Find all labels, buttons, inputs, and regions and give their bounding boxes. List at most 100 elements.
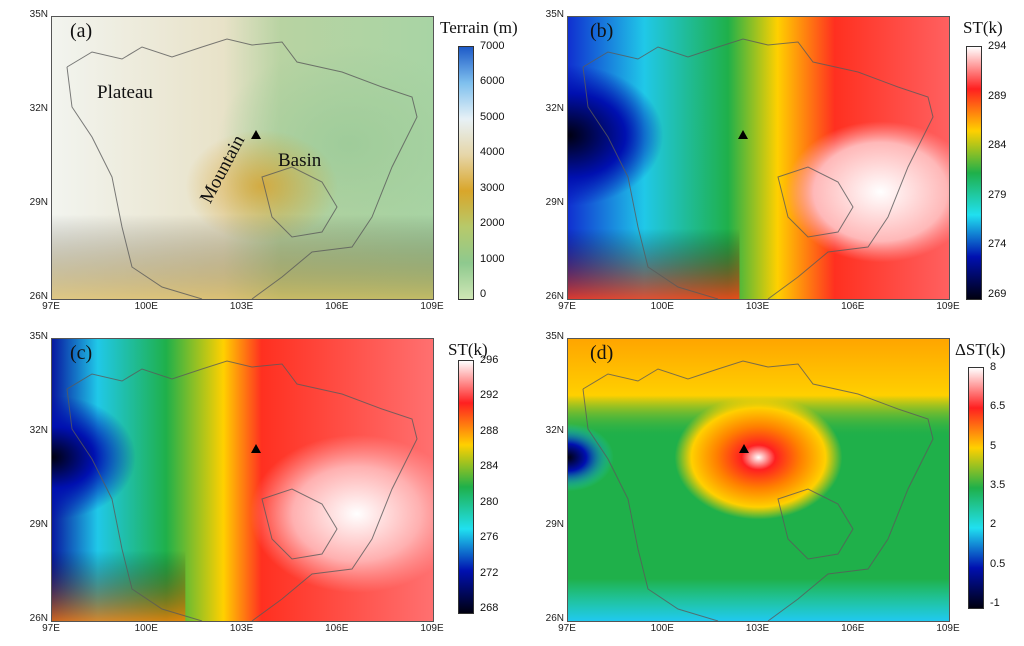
- longitude-tick: 100E: [650, 301, 674, 312]
- colorbar-label: 6000: [480, 75, 505, 88]
- colorbar-label: 292: [480, 389, 499, 402]
- province-boundary: [261, 488, 338, 560]
- colorbar-label: 5000: [480, 110, 505, 123]
- latitude-tick: 32N: [29, 425, 48, 436]
- latitude-tick: 29N: [545, 197, 564, 208]
- map-field: [52, 339, 433, 621]
- latitude-tick: 29N: [29, 197, 48, 208]
- latitude-tick: 26N: [545, 291, 564, 302]
- colorbar-label: 268: [480, 602, 499, 614]
- panel-letter: (c): [70, 342, 93, 364]
- site-marker: [738, 130, 748, 139]
- colorbar-label: 2000: [480, 217, 505, 230]
- longitude-tick: 106E: [325, 623, 349, 634]
- colorbar-label: 280: [480, 495, 499, 508]
- surface-temperature-map: [51, 338, 434, 622]
- colorbar: [968, 367, 984, 609]
- province-boundary: [66, 360, 418, 621]
- latitude-tick: 29N: [545, 519, 564, 530]
- longitude-tick: 106E: [841, 301, 865, 312]
- colorbar-title: ΔST(k): [955, 340, 1006, 359]
- map-field: [568, 339, 949, 621]
- colorbar-label: 1000: [480, 252, 505, 265]
- longitude-tick: 109E: [420, 301, 444, 312]
- longitude-tick: 97E: [42, 301, 60, 312]
- colorbar-label: 3.5: [990, 479, 1006, 491]
- colorbar-title: ST(k): [963, 18, 1003, 37]
- latitude-tick: 26N: [545, 613, 564, 624]
- longitude-tick: 103E: [745, 301, 770, 312]
- province-boundary: [66, 38, 418, 299]
- site-marker: [251, 130, 261, 139]
- colorbar: [458, 46, 474, 300]
- colorbar-label: 4000: [480, 146, 505, 159]
- longitude-tick: 109E: [420, 623, 444, 634]
- surface-temperature-map: [567, 16, 950, 300]
- colorbar-label: 272: [480, 566, 499, 579]
- colorbar-label: 274: [988, 238, 1007, 251]
- longitude-tick: 106E: [841, 623, 865, 634]
- longitude-tick: 100E: [134, 623, 158, 634]
- longitude-tick: 103E: [229, 301, 254, 312]
- colorbar-label: 296: [480, 354, 499, 366]
- colorbar-label: 0.5: [990, 557, 1006, 570]
- colorbar-title: Terrain (m): [440, 18, 518, 37]
- latitude-tick: 35N: [545, 9, 564, 20]
- delta-temperature-map: [567, 338, 950, 622]
- site-marker: [251, 444, 261, 453]
- panel-letter: (a): [70, 20, 93, 42]
- longitude-tick: 100E: [134, 301, 158, 312]
- province-boundary: [261, 166, 338, 238]
- latitude-tick: 35N: [29, 9, 48, 20]
- latitude-tick: 35N: [545, 331, 564, 342]
- colorbar-label: 288: [480, 424, 499, 437]
- longitude-tick: 103E: [229, 623, 254, 634]
- longitude-tick: 106E: [325, 301, 349, 312]
- colorbar-label: 6.5: [990, 400, 1006, 413]
- panel-letter: (d): [590, 342, 614, 364]
- colorbar-label: 284: [988, 139, 1007, 152]
- map-field: [52, 17, 433, 299]
- latitude-tick: 32N: [545, 425, 564, 436]
- longitude-tick: 97E: [558, 301, 576, 312]
- province-boundary: [582, 360, 934, 621]
- latitude-tick: 32N: [545, 103, 564, 114]
- province-boundary: [582, 66, 719, 299]
- colorbar-label: 5: [990, 439, 997, 452]
- colorbar-label: 289: [988, 89, 1007, 102]
- province-boundary: [582, 388, 719, 621]
- colorbar-label: 3000: [480, 181, 505, 194]
- colorbar-label: 269: [988, 288, 1007, 300]
- longitude-tick: 103E: [745, 623, 770, 634]
- colorbar-label: -1: [990, 597, 1000, 609]
- terrain-map: [51, 16, 434, 300]
- province-boundary: [582, 38, 934, 299]
- latitude-tick: 26N: [29, 291, 48, 302]
- colorbar-label: 284: [480, 460, 499, 473]
- longitude-tick: 109E: [936, 301, 960, 312]
- colorbar-label: 8: [990, 361, 997, 373]
- panel-letter: (b): [590, 20, 614, 42]
- longitude-tick: 100E: [650, 623, 674, 634]
- colorbar-label: 2: [990, 518, 997, 531]
- colorbar-label: 0: [480, 288, 487, 300]
- longitude-tick: 109E: [936, 623, 960, 634]
- colorbar-title: ST(k): [448, 340, 488, 359]
- latitude-tick: 32N: [29, 103, 48, 114]
- colorbar-label: 294: [988, 40, 1007, 52]
- colorbar: [966, 46, 982, 300]
- province-boundary: [66, 388, 203, 621]
- map-field: [568, 17, 949, 299]
- latitude-tick: 26N: [29, 613, 48, 624]
- province-boundary: [777, 166, 854, 238]
- longitude-tick: 97E: [558, 623, 576, 634]
- site-marker: [739, 444, 749, 453]
- plateau-label: Plateau: [97, 82, 153, 103]
- latitude-tick: 29N: [29, 519, 48, 530]
- latitude-tick: 35N: [29, 331, 48, 342]
- colorbar: [458, 360, 474, 614]
- longitude-tick: 97E: [42, 623, 60, 634]
- province-boundary: [777, 488, 854, 560]
- colorbar-label: 276: [480, 531, 499, 544]
